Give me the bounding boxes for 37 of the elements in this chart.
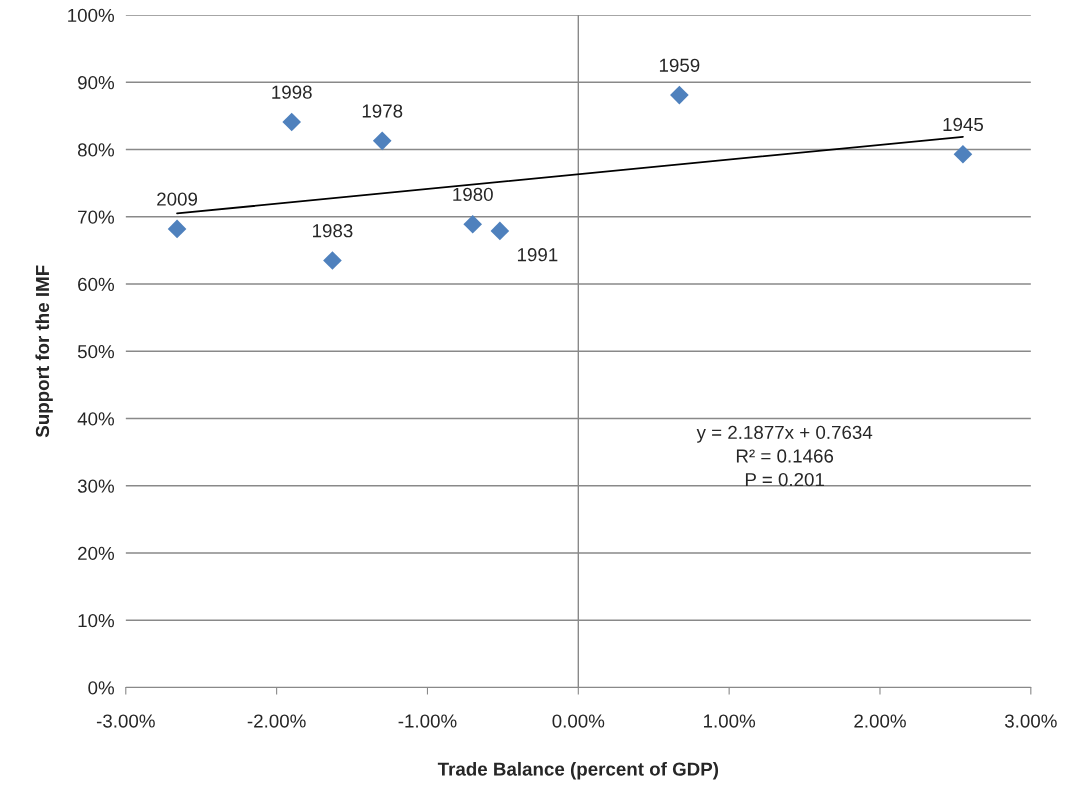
point (282, 112, 302, 132)
y-tick-label: 10% (78, 613, 115, 628)
y-tick-label: 20% (78, 546, 115, 561)
y-axis-title: Support for the IMF (35, 265, 53, 438)
x-tick-label: 0.00% (552, 714, 605, 728)
annotation: 1980 (453, 187, 493, 202)
y-tick-label: 50% (77, 345, 115, 359)
annotation: y = 2.1877x + 0.7634 R² = 0.1466 P = 0.201 (696, 425, 873, 487)
point (167, 219, 187, 239)
annotation: 1991 (517, 248, 558, 262)
x-tick-label: -2.00% (247, 714, 306, 728)
x-tick-label: 1.00% (703, 714, 756, 728)
annotation: 1978 (362, 104, 403, 118)
x-tick-label: -3.00% (96, 714, 155, 728)
y-tick-label: 30% (77, 479, 115, 493)
annotation: 1998 (272, 85, 312, 99)
y-tick-label: 0% (88, 681, 115, 695)
point (490, 221, 510, 241)
y-tick-label: 60% (78, 277, 115, 292)
annotation: 1945 (943, 117, 984, 132)
x-tick-label: 3.00% (1004, 714, 1057, 728)
annotation: 2009 (157, 192, 198, 206)
x-axis-title: Trade Balance (percent of GDP) (437, 761, 719, 780)
y-tick-label: 70% (78, 210, 115, 224)
point (953, 144, 973, 164)
annotation: 1983 (313, 224, 353, 238)
y-tick-label: 40% (77, 412, 115, 426)
y-tick-label: 90% (78, 76, 115, 90)
point (463, 214, 483, 234)
point (323, 251, 342, 270)
x-tick-label: 2.00% (854, 714, 906, 728)
x-tick-label: -1.00% (398, 714, 457, 728)
y-tick-label: 100% (68, 8, 115, 23)
y-tick-label: 80% (77, 143, 115, 157)
point (372, 131, 392, 151)
annotation: 1959 (659, 58, 700, 72)
point (670, 85, 689, 105)
